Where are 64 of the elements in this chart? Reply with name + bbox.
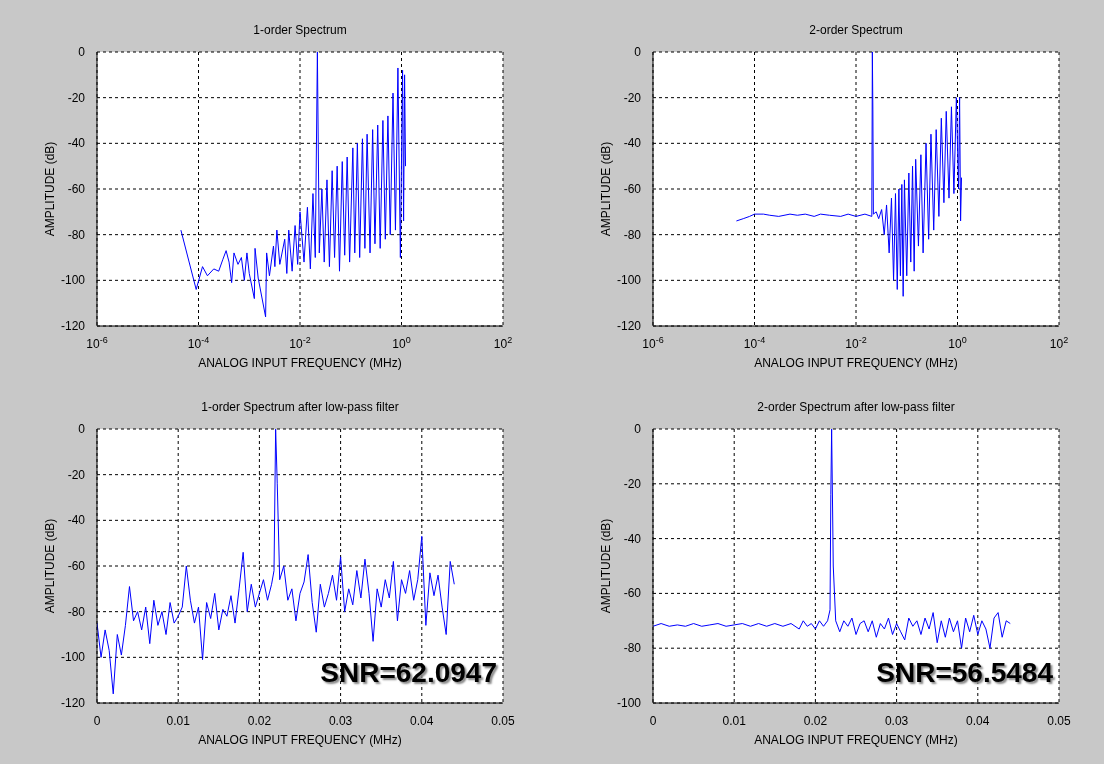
x-tick-label: 10$^{-4}$ (743, 335, 766, 351)
y-tick-label: -40 (67, 513, 86, 528)
x-axis-title: ANALOG INPUT FREQUENCY (MHz) (754, 733, 958, 747)
x-tick-label: 10$^{-6}$ (642, 335, 664, 351)
y-tick-label: -40 (623, 531, 642, 546)
x-tick-label: 0.02 (803, 714, 828, 728)
x-axis-title: ANALOG INPUT FREQUENCY (MHz) (754, 356, 958, 370)
y-tick-label: -120 (616, 319, 642, 333)
x-tick-label: 0.05 (491, 714, 515, 728)
y-tick-label: 0 (78, 422, 86, 436)
y-tick-label: 0 (78, 45, 86, 59)
y-tick-label: -20 (623, 476, 642, 491)
y-axis-title: AMPLITUDE (dB) (43, 518, 58, 614)
y-tick-label: 0 (634, 45, 642, 59)
y-tick-label: -20 (67, 90, 86, 105)
annotation: SNR=56.5484 (876, 657, 1053, 689)
x-tick-label: 0.05 (1047, 714, 1071, 728)
y-tick-label: -60 (623, 182, 642, 196)
x-tick-label: 10$^{-2}$ (845, 335, 867, 351)
x-axis-title: ANALOG INPUT FREQUENCY (MHz) (198, 356, 402, 370)
y-tick-label: -100 (616, 273, 642, 288)
x-tick-label: 0.01 (166, 714, 191, 728)
y-axis-title: AMPLITUDE (dB) (43, 141, 58, 237)
line-series (653, 429, 1011, 649)
chart-title: 2-order Spectrum after low-pass filter (756, 400, 956, 414)
x-tick-label: 10$^{2}$ (493, 335, 513, 351)
x-tick-label: 0.03 (328, 714, 353, 728)
y-tick-label: -20 (67, 467, 86, 482)
y-tick-label: -100 (60, 273, 86, 288)
x-tick-label: 10$^{-2}$ (289, 335, 311, 351)
x-tick-label: 0.02 (247, 714, 272, 728)
y-axis-title: AMPLITUDE (dB) (599, 518, 614, 614)
annotation: SNR=62.0947 (320, 657, 497, 689)
x-tick-label: 10$^{0}$ (392, 335, 411, 351)
chart-title: 2-order Spectrum (808, 23, 904, 37)
chart-title: 1-order Spectrum after low-pass filter (200, 400, 400, 414)
y-tick-label: -40 (623, 136, 642, 151)
x-tick-label: 10$^{-4}$ (187, 335, 210, 351)
y-tick-label: 0 (634, 422, 642, 436)
y-axis-title: AMPLITUDE (dB) (599, 141, 614, 237)
x-tick-label: 10$^{2}$ (1049, 335, 1069, 351)
x-tick-label: 0.01 (722, 714, 747, 728)
y-tick-label: -20 (623, 90, 642, 105)
y-tick-label: -100 (616, 696, 642, 710)
x-tick-label: 10$^{0}$ (948, 335, 967, 351)
y-tick-label: -120 (60, 696, 86, 710)
y-tick-label: -40 (67, 136, 86, 151)
y-tick-label: -80 (67, 604, 86, 619)
x-tick-label: 0 (93, 714, 101, 728)
x-tick-label: 0.03 (884, 714, 909, 728)
y-tick-label: -80 (623, 641, 642, 656)
x-tick-label: 0 (649, 714, 657, 728)
y-tick-label: -60 (67, 559, 86, 573)
x-tick-label: 0.04 (966, 714, 990, 728)
y-tick-label: -100 (60, 650, 86, 665)
chart-title: 1-order Spectrum (252, 23, 348, 37)
x-tick-label: 10$^{-6}$ (86, 335, 108, 351)
x-axis-title: ANALOG INPUT FREQUENCY (MHz) (198, 733, 402, 747)
y-tick-label: -120 (60, 319, 86, 333)
x-tick-label: 0.04 (410, 714, 434, 728)
y-tick-label: -60 (623, 586, 642, 601)
y-tick-label: -80 (67, 227, 86, 242)
y-tick-label: -60 (67, 182, 86, 196)
y-tick-label: -80 (623, 227, 642, 242)
